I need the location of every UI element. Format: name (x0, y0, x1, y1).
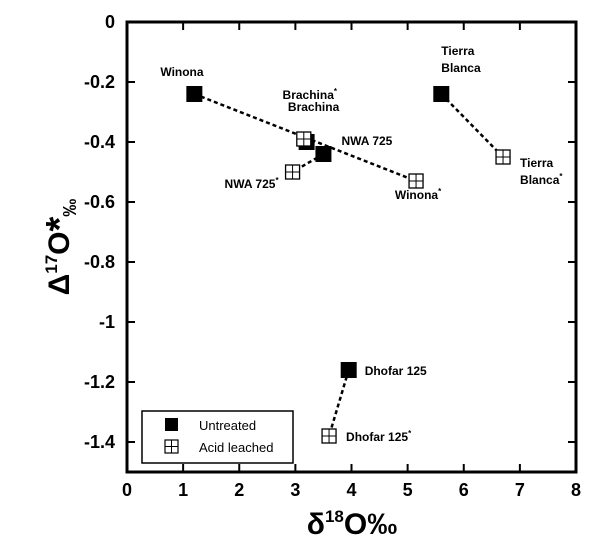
point-tierra-blanca (433, 86, 450, 102)
label-dhofar-125: Dhofar 125 (365, 364, 427, 378)
x-tick-label: 4 (346, 480, 356, 500)
label-nwa-725-acid: NWA 725* (225, 176, 280, 191)
point-winona-acid (408, 173, 424, 189)
y-tick-label: -0.2 (84, 72, 115, 92)
connection-dhofar-125 (327, 369, 350, 437)
y-axis-title-star: * (39, 216, 81, 231)
point-nwa-725-acid (284, 164, 301, 180)
y-axis-title-sub: ‰ (60, 199, 80, 217)
legend-acid-leached-marker (164, 439, 179, 454)
y-axis-title: Δ17O*‰ (39, 199, 81, 296)
x-tick-label: 5 (403, 480, 413, 500)
point-nwa-725 (315, 146, 332, 162)
y-tick-label: -0.4 (84, 132, 115, 152)
x-tick-label: 6 (459, 480, 469, 500)
x-tick-label: 8 (571, 480, 581, 500)
x-tick-label: 1 (178, 480, 188, 500)
y-axis-title-rest: O (43, 231, 76, 254)
x-tick-label: 3 (290, 480, 300, 500)
connection-tierra-blanca (440, 93, 504, 158)
x-axis-title-base: δ (307, 508, 325, 541)
point-dhofar-125 (340, 362, 357, 378)
point-winona (186, 86, 203, 102)
point-dhofar-125-acid (321, 428, 337, 444)
y-tick-label: -1 (99, 312, 115, 332)
svg-text:Δ17O*‰: Δ17O*‰ (39, 199, 81, 296)
legend-acid-leached-label: Acid leached (199, 440, 273, 455)
label-nwa-725: NWA 725 (341, 134, 392, 148)
data-markers (186, 86, 511, 444)
x-tick-label: 0 (122, 480, 132, 500)
y-tick-label: -1.2 (84, 372, 115, 392)
label-dhofar-125-acid: Dhofar 125* (346, 429, 412, 444)
y-tick-label: -0.8 (84, 252, 115, 272)
x-tick-label: 7 (515, 480, 525, 500)
label-winona-acid: Winona* (395, 187, 442, 202)
y-tick-label: 0 (105, 12, 115, 32)
y-axis-title-base: Δ (43, 274, 76, 296)
point-labels: Winona Brachina NWA 725 Tierra Blanca Dhofar … (160, 44, 563, 444)
x-axis-title-sup: 18 (325, 507, 344, 526)
label-tierra-blanca-acid: Tierra Blanca* (520, 156, 563, 187)
label-brachina: Brachina (288, 100, 340, 114)
legend: Untreated Acid leached (141, 410, 294, 464)
label-winona: Winona (160, 65, 204, 79)
legend-untreated-label: Untreated (199, 418, 256, 433)
x-tick-label: 2 (234, 480, 244, 500)
label-brachina-acid: Brachina* (283, 87, 338, 102)
y-tick-label: -1.4 (84, 432, 115, 452)
y-tick-label: -0.6 (84, 192, 115, 212)
legend-untreated-marker (165, 418, 178, 431)
label-tierra-blanca: Tierra Blanca (441, 44, 481, 75)
axis-ticks (127, 22, 576, 472)
point-tierra-blanca-acid (495, 149, 511, 165)
y-axis-title-sup: 17 (42, 255, 61, 274)
x-axis-title-rest: O‰ (344, 508, 397, 541)
point-brachina-acid (296, 131, 312, 147)
x-axis-title: δ18O‰ (307, 507, 397, 541)
tick-labels: 0 1 2 3 4 5 6 7 8 0 -0.2 -0.4 -0.6 -0.8 -1 -1.2 -1.4 (84, 12, 581, 500)
